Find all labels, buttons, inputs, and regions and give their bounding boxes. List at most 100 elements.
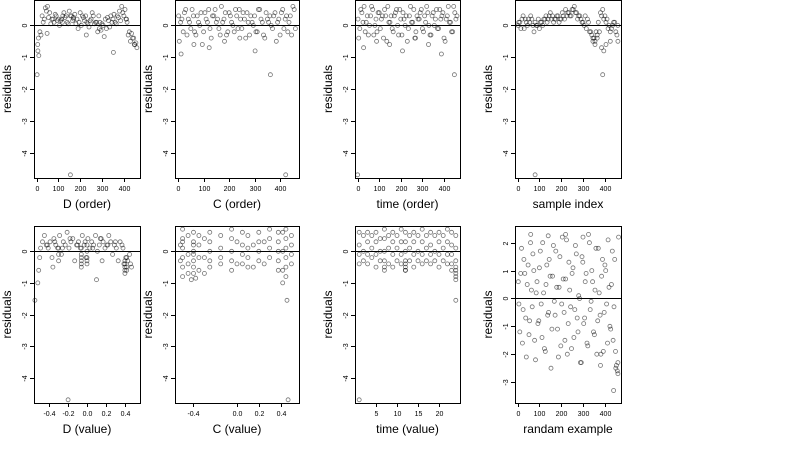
data-point (356, 229, 362, 235)
data-point (601, 16, 607, 22)
data-point (356, 251, 362, 257)
data-point (399, 32, 405, 38)
data-point (530, 251, 536, 257)
data-point (120, 10, 126, 16)
data-point (529, 16, 535, 22)
data-point (391, 13, 397, 19)
data-point (537, 265, 542, 271)
data-point (452, 10, 458, 16)
data-point (542, 348, 548, 354)
data-point (180, 226, 186, 232)
data-point (444, 226, 450, 232)
plot-frame (175, 0, 300, 179)
data-point (592, 38, 598, 44)
data-point (532, 172, 538, 178)
data-point (280, 248, 286, 254)
data-point (65, 21, 71, 27)
data-point (440, 10, 446, 16)
data-point (588, 298, 594, 304)
data-point (417, 10, 423, 16)
data-point (116, 15, 121, 20)
data-point (177, 242, 183, 248)
data-point (381, 236, 387, 242)
data-point (419, 261, 425, 267)
data-point (229, 226, 235, 232)
data-point (113, 245, 119, 251)
x-tick-label: 20 (436, 411, 444, 418)
data-points (34, 4, 140, 178)
data-point (568, 13, 574, 19)
y-tick-label: -1 (163, 54, 170, 60)
data-point (47, 239, 53, 245)
data-point (555, 13, 561, 19)
data-point (545, 16, 551, 22)
data-point (405, 26, 411, 32)
data-point (229, 248, 235, 254)
data-point (78, 255, 84, 261)
data-point (422, 13, 428, 19)
data-point (596, 290, 602, 296)
data-point (100, 239, 106, 245)
data-point (564, 237, 569, 243)
data-point (36, 35, 41, 41)
data-point (562, 337, 568, 343)
data-point (593, 29, 599, 35)
data-point (529, 304, 535, 310)
data-point (551, 298, 557, 304)
data-point (381, 226, 387, 232)
data-point (283, 274, 289, 280)
data-point (84, 242, 90, 248)
data-point (553, 248, 559, 254)
data-point (569, 270, 575, 276)
data-point (543, 13, 549, 19)
data-point (548, 365, 554, 371)
data-point (600, 348, 606, 354)
data-point (449, 229, 455, 235)
data-point (180, 239, 186, 245)
data-point (97, 236, 103, 242)
data-point (379, 13, 385, 19)
data-point (555, 326, 560, 332)
data-point (204, 19, 210, 25)
data-point (256, 258, 262, 264)
data-point (364, 13, 370, 19)
y-tick-label: 0 (22, 23, 29, 27)
data-point (267, 245, 273, 251)
data-point (129, 31, 134, 36)
data-point (394, 245, 400, 251)
data-point (106, 233, 112, 238)
data-point (77, 10, 83, 16)
data-point (414, 13, 420, 19)
data-point (453, 258, 459, 264)
data-point (612, 19, 618, 25)
data-point (184, 32, 190, 38)
y-tick-label: -1 (22, 54, 29, 60)
data-point (218, 233, 224, 238)
data-point (613, 365, 619, 371)
data-point (415, 248, 421, 254)
data-point (37, 255, 43, 261)
data-point (453, 16, 459, 22)
data-point (124, 255, 130, 261)
data-point (191, 239, 196, 245)
data-point (453, 267, 459, 273)
data-point (597, 29, 602, 35)
data-point (35, 280, 41, 286)
data-point (245, 19, 251, 25)
data-point (430, 10, 436, 16)
data-point (275, 248, 281, 254)
data-point (44, 8, 49, 14)
data-point (288, 242, 294, 248)
data-point (250, 22, 256, 28)
panel-sample-index: 0 100 200 300 400 0 -1 -2 -3 -4 sample index residu… (481, 0, 622, 211)
data-point (115, 258, 121, 264)
y-tick-label: -3 (503, 118, 510, 124)
data-point (97, 26, 102, 32)
data-point (390, 239, 396, 245)
data-point (252, 48, 258, 54)
data-point (357, 26, 363, 32)
data-point (439, 13, 445, 19)
data-point (46, 15, 51, 20)
data-point (72, 258, 78, 264)
data-point (134, 45, 140, 51)
